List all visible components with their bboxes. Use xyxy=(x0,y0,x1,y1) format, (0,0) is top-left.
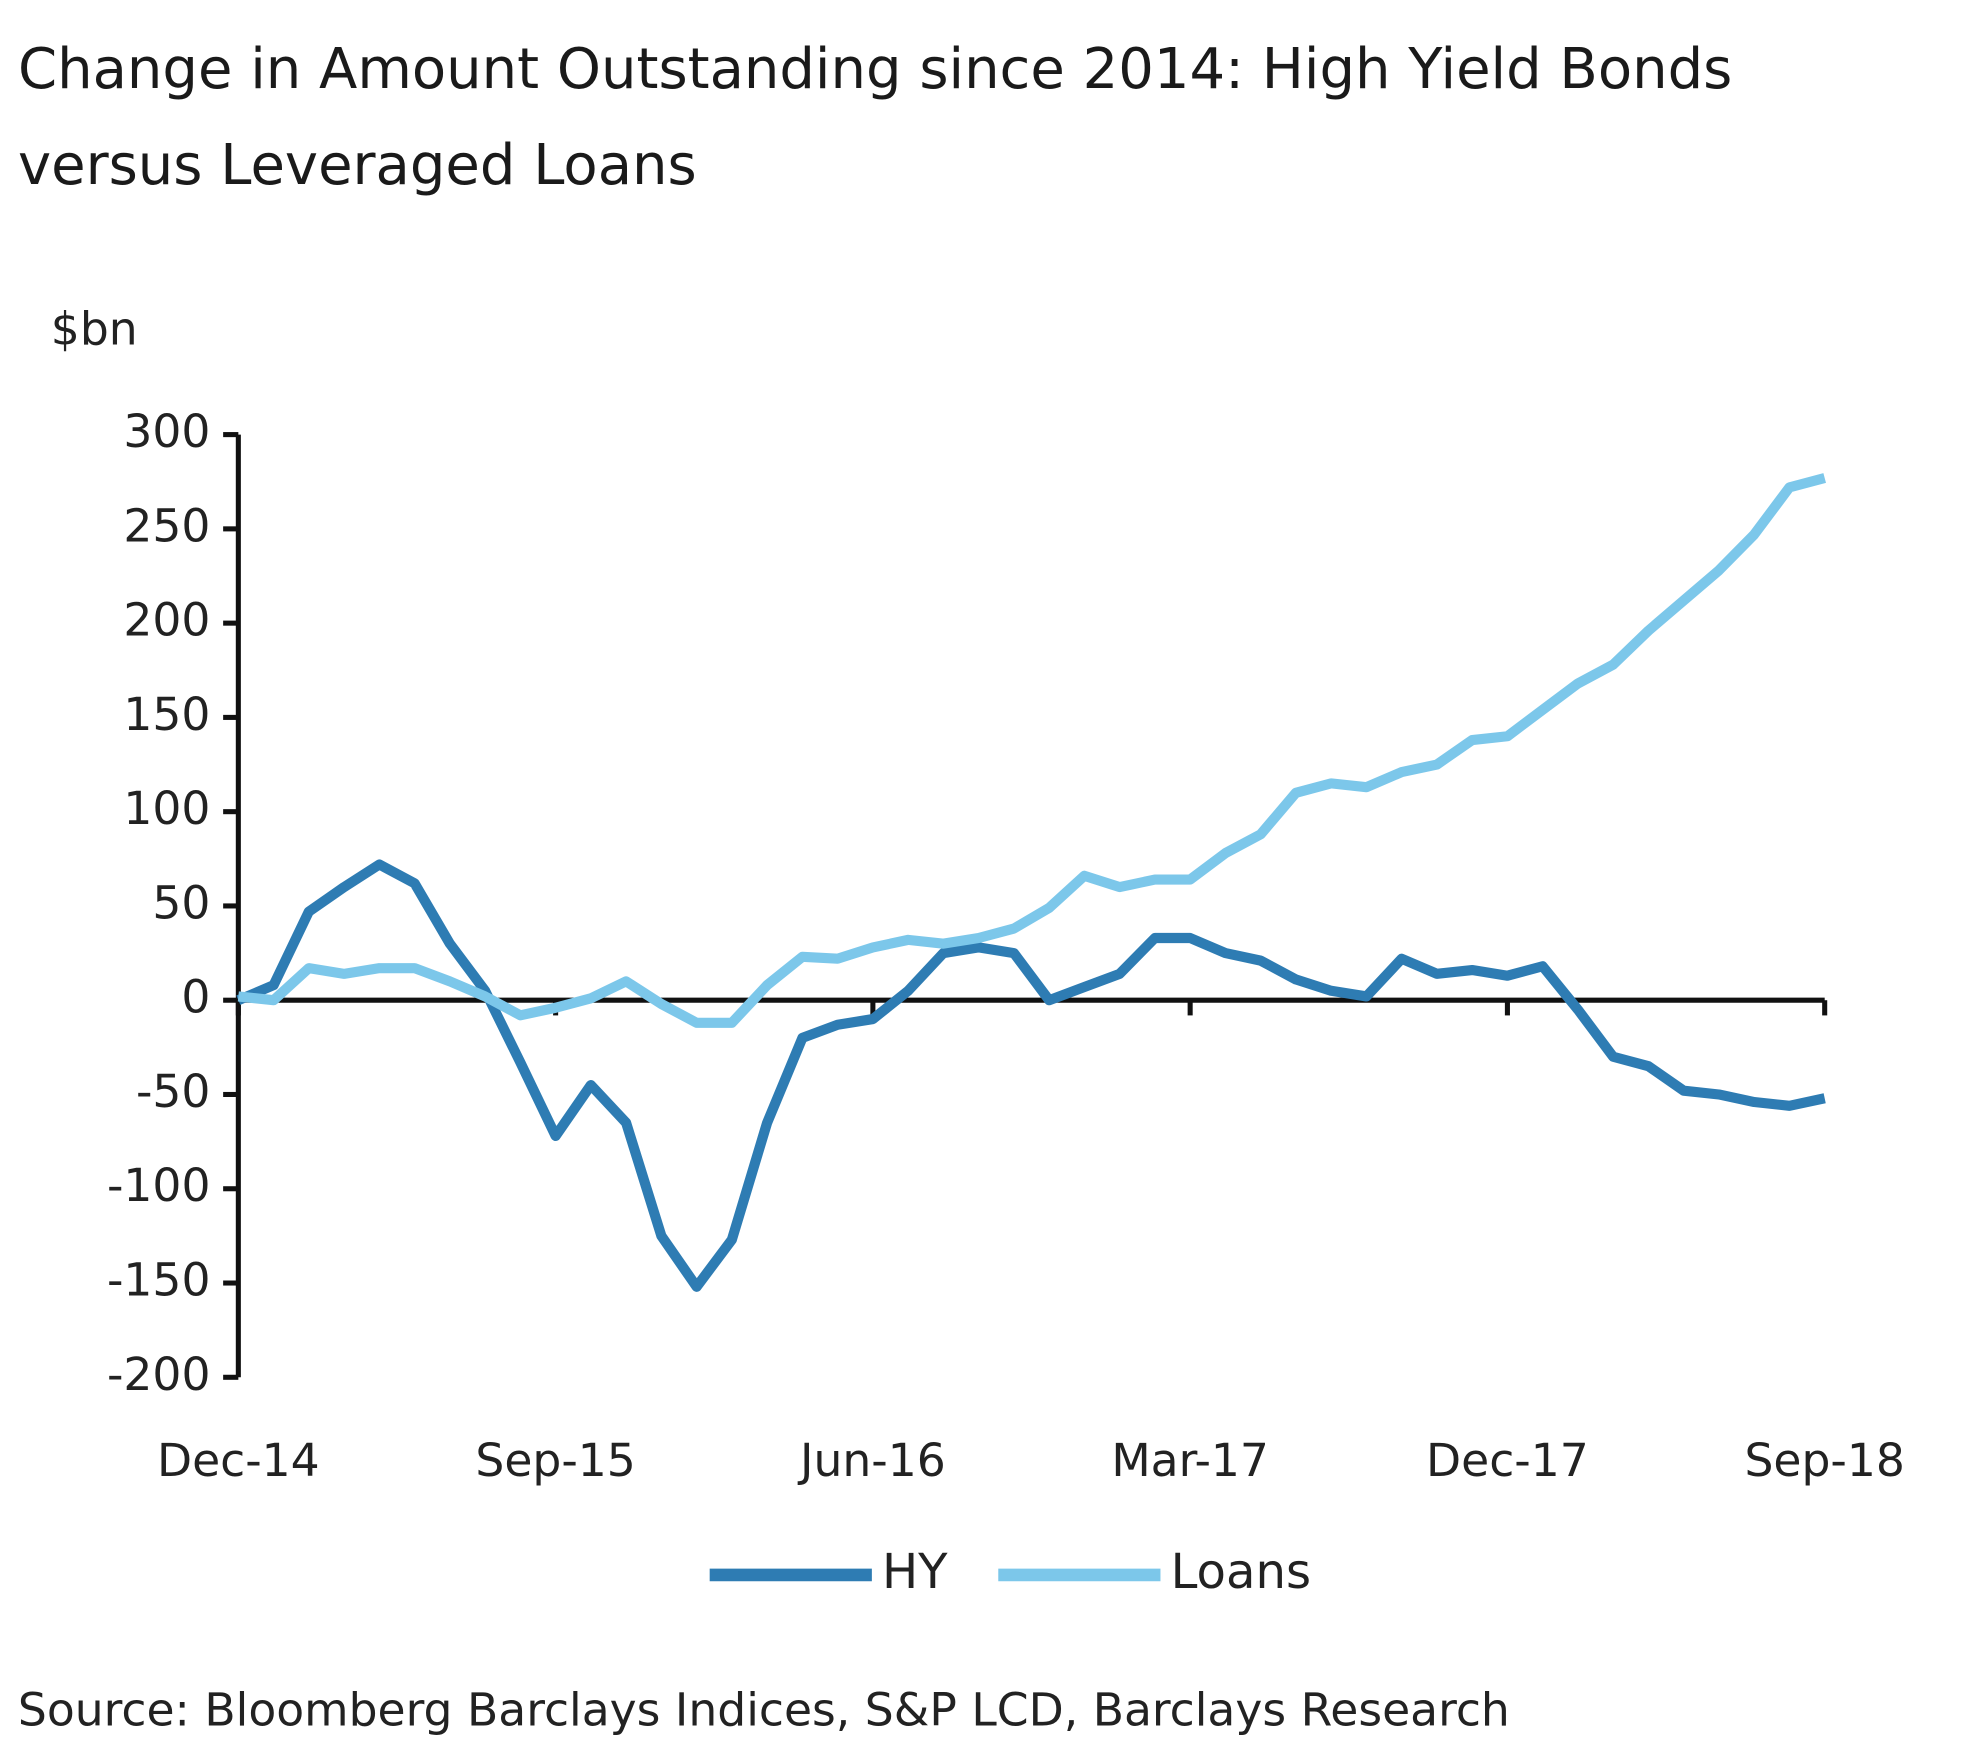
legend-label: Loans xyxy=(1171,1544,1311,1600)
y-tick-label: -200 xyxy=(107,1348,211,1401)
x-tick-label: Mar-17 xyxy=(1111,1434,1269,1487)
chart-title: Change in Amount Outstanding since 2014:… xyxy=(18,37,1733,198)
x-tick-label: Dec-14 xyxy=(157,1434,320,1487)
y-tick-label: 200 xyxy=(123,594,210,647)
y-tick-label: 50 xyxy=(152,876,210,929)
legend-label: HY xyxy=(882,1544,948,1600)
y-tick-label: 250 xyxy=(123,499,210,552)
y-tick-label: 300 xyxy=(123,405,210,458)
y-tick-label: 150 xyxy=(123,688,210,741)
y-tick-label: -150 xyxy=(107,1254,211,1307)
line-series xyxy=(236,859,1826,1292)
x-tick-label: Jun-16 xyxy=(797,1434,946,1487)
y-tick-label: -50 xyxy=(136,1065,211,1118)
y-tick-label: 0 xyxy=(181,971,210,1024)
x-tick-label: Sep-15 xyxy=(475,1434,635,1487)
line-series xyxy=(237,473,1826,1028)
x-tick-label: Sep-18 xyxy=(1744,1434,1904,1487)
y-axis-label: $bn xyxy=(51,302,138,355)
y-tick-label: 100 xyxy=(123,782,210,835)
x-tick-label: Dec-17 xyxy=(1426,1434,1589,1487)
y-tick-label: -100 xyxy=(107,1159,211,1212)
source-note: Source: Bloomberg Barclays Indices, S&P … xyxy=(18,1684,1510,1737)
